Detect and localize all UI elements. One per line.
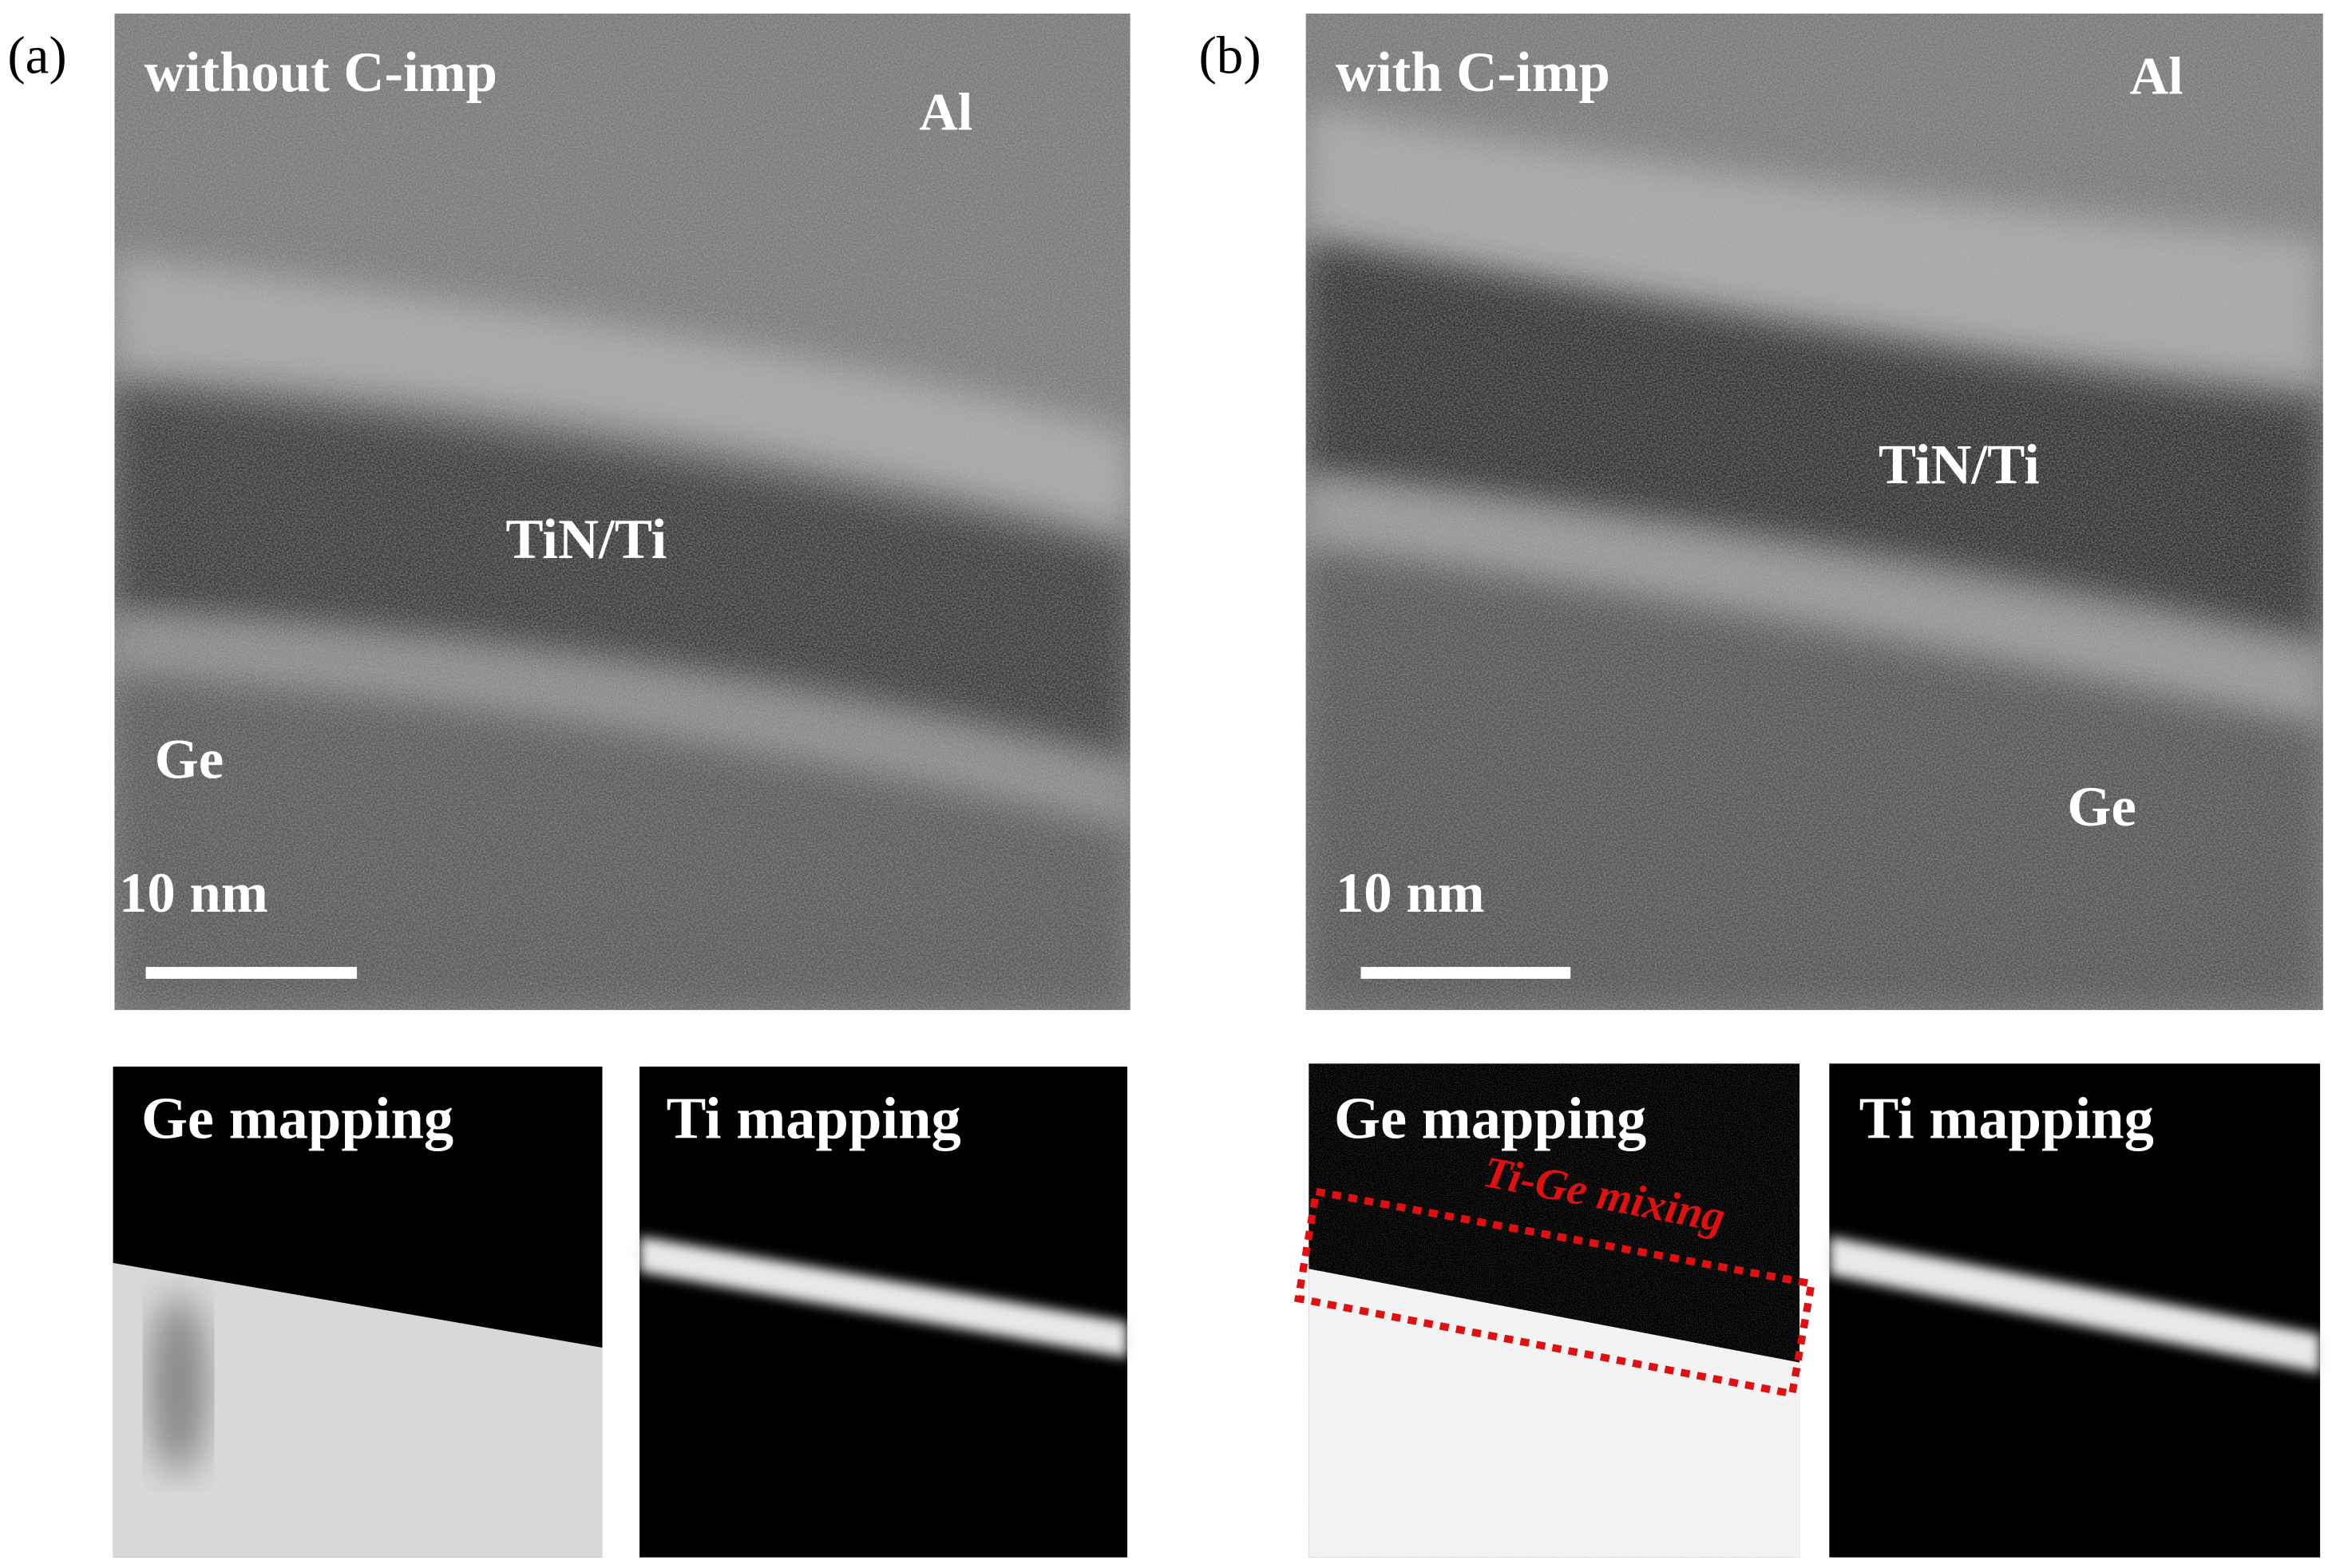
panel-title: without C-imp (145, 42, 497, 104)
scale-bar (1360, 967, 1571, 980)
map-title: Ti mapping (1859, 1086, 2154, 1151)
ti-map-b (1829, 1063, 2321, 1558)
panel-title: with C-imp (1336, 42, 1610, 104)
layer-label: Al (919, 81, 972, 141)
tem-image-a (114, 14, 1130, 1011)
scale-bar-label: 10 nm (119, 862, 268, 925)
scale-bar (145, 967, 358, 980)
ti-map-a (639, 1066, 1128, 1558)
map-title: Ge mapping (141, 1086, 453, 1151)
ge-map-a (113, 1066, 603, 1558)
panel-label: (a) (7, 26, 66, 85)
layer-label: Ge (155, 729, 224, 791)
layer-label: Ge (2067, 776, 2136, 838)
map-title: Ge mapping (1334, 1086, 1646, 1151)
mixing-region (1293, 1186, 1816, 1399)
layer-label: Al (2130, 46, 2184, 106)
ge-map-b (1309, 1063, 1800, 1558)
scale-bar-label: 10 nm (1336, 862, 1485, 925)
panel-label: (b) (1198, 26, 1261, 85)
layer-label: TiN/Ti (1879, 434, 2040, 497)
layer-label: TiN/Ti (505, 509, 667, 571)
tem-image-b (1305, 14, 2323, 1011)
map-title: Ti mapping (667, 1086, 961, 1151)
